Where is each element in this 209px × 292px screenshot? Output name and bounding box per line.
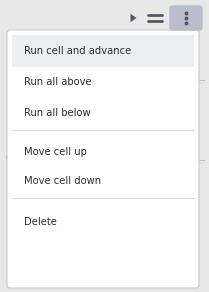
Text: Move cell up: Move cell up <box>24 147 87 157</box>
Text: Run all below: Run all below <box>24 108 91 118</box>
FancyBboxPatch shape <box>7 30 199 288</box>
Text: Delete: Delete <box>24 217 57 227</box>
Bar <box>12 35 194 67</box>
FancyBboxPatch shape <box>170 6 202 30</box>
Text: Run cell and advance: Run cell and advance <box>24 46 131 56</box>
Text: Run all above: Run all above <box>24 77 92 87</box>
Text: Move cell down: Move cell down <box>24 176 101 186</box>
Polygon shape <box>130 14 136 22</box>
Text: en▸: en▸ <box>5 154 21 163</box>
